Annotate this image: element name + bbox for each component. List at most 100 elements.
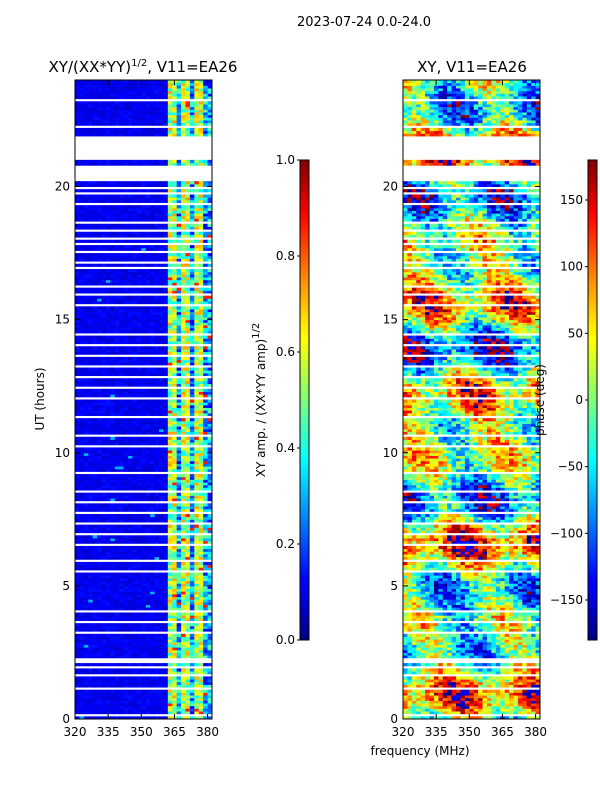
amplitude-cell xyxy=(136,644,142,648)
amplitude-cell xyxy=(101,351,107,355)
amplitude-cell xyxy=(198,183,204,187)
amplitude-cell xyxy=(158,561,164,566)
amplitude-cell xyxy=(101,708,107,712)
amplitude-cell xyxy=(136,540,142,544)
amplitude-cell xyxy=(167,607,173,611)
amplitude-cell xyxy=(83,711,89,715)
amplitude-cell xyxy=(105,527,111,531)
amplitude-cell xyxy=(141,311,147,315)
amplitude-cell xyxy=(105,463,111,467)
amplitude-cell xyxy=(123,615,129,619)
amplitude-cell xyxy=(128,540,133,544)
amplitude-cell xyxy=(176,463,182,467)
amplitude-cell xyxy=(150,476,156,480)
amplitude-cell xyxy=(207,194,213,198)
amplitude-cell xyxy=(105,455,111,459)
amplitude-cell xyxy=(105,402,111,406)
amplitude-cell xyxy=(145,258,151,262)
amplitude-cell xyxy=(172,394,178,398)
amplitude-cell xyxy=(136,391,142,395)
amplitude-cell xyxy=(194,245,200,249)
amplitude-cell xyxy=(92,420,98,424)
amplitude-cell xyxy=(167,492,173,496)
amplitude-cell xyxy=(101,508,107,512)
amplitude-cell xyxy=(123,476,129,480)
amplitude-cell xyxy=(163,463,169,467)
amplitude-cell xyxy=(123,234,129,238)
amplitude-cell xyxy=(132,255,138,259)
amplitude-cell xyxy=(189,492,195,496)
amplitude-cell xyxy=(176,508,182,512)
amplitude-cell xyxy=(189,711,195,715)
amplitude-cell xyxy=(150,513,156,518)
amplitude-cell xyxy=(83,633,89,637)
amplitude-cell xyxy=(198,455,204,459)
amplitude-cell xyxy=(75,588,80,592)
amplitude-cell xyxy=(172,359,178,363)
amplitude-cell xyxy=(163,591,169,595)
amplitude-cell xyxy=(176,215,182,219)
amplitude-cell xyxy=(119,692,125,696)
amplitude-cell xyxy=(97,359,103,363)
amplitude-cell xyxy=(92,513,98,518)
amplitude-cell xyxy=(88,356,94,361)
amplitude-cell xyxy=(97,223,103,227)
amplitude-cell xyxy=(97,604,103,608)
amplitude-cell xyxy=(110,708,116,712)
amplitude-cell xyxy=(158,604,164,608)
amplitude-cell xyxy=(110,428,116,432)
amplitude-cell xyxy=(150,679,156,683)
amplitude-cell xyxy=(105,617,111,621)
amplitude-cell xyxy=(110,277,116,281)
amplitude-cell xyxy=(150,282,156,286)
amplitude-cell xyxy=(154,452,160,456)
amplitude-cell xyxy=(185,655,191,659)
amplitude-cell xyxy=(181,623,186,627)
amplitude-cell xyxy=(105,460,111,464)
amplitude-cell xyxy=(203,340,209,345)
amplitude-cell xyxy=(97,335,103,339)
amplitude-cell xyxy=(75,410,80,414)
amplitude-cell xyxy=(110,183,116,187)
amplitude-cell xyxy=(141,271,147,275)
amplitude-cell xyxy=(198,479,204,483)
amplitude-cell xyxy=(167,199,173,203)
amplitude-cell xyxy=(207,623,213,627)
amplitude-cell xyxy=(163,492,169,496)
amplitude-cell xyxy=(163,617,169,621)
amplitude-cell xyxy=(198,388,204,393)
amplitude-cell xyxy=(136,585,142,590)
amplitude-cell xyxy=(207,436,213,440)
amplitude-cell xyxy=(88,484,94,488)
amplitude-cell xyxy=(185,231,191,235)
amplitude-cell xyxy=(75,391,80,395)
amplitude-cell xyxy=(194,583,200,587)
amplitude-cell xyxy=(75,300,80,305)
amplitude-cell xyxy=(88,269,94,273)
amplitude-cell xyxy=(176,258,182,262)
amplitude-cell xyxy=(163,652,169,656)
amplitude-cell xyxy=(203,593,209,598)
amplitude-cell xyxy=(128,479,133,483)
amplitude-cell xyxy=(75,436,80,440)
amplitude-cell xyxy=(150,604,156,608)
amplitude-cell xyxy=(181,671,186,675)
amplitude-cell xyxy=(136,324,142,329)
amplitude-cell xyxy=(119,647,125,651)
amplitude-cell xyxy=(119,431,125,435)
amplitude-cell xyxy=(145,194,151,198)
amplitude-cell xyxy=(172,231,178,235)
amplitude-cell xyxy=(207,269,213,273)
amplitude-cell xyxy=(194,636,200,640)
amplitude-cell xyxy=(132,644,138,648)
amplitude-cell xyxy=(101,274,107,278)
amplitude-cell xyxy=(198,628,204,632)
amplitude-cell xyxy=(203,671,209,675)
amplitude-cell xyxy=(92,716,98,720)
amplitude-cell xyxy=(172,258,178,262)
amplitude-cell xyxy=(176,482,182,486)
amplitude-cell xyxy=(154,561,160,566)
amplitude-cell xyxy=(181,362,186,366)
amplitude-cell xyxy=(189,681,195,685)
amplitude-cell xyxy=(163,601,169,606)
